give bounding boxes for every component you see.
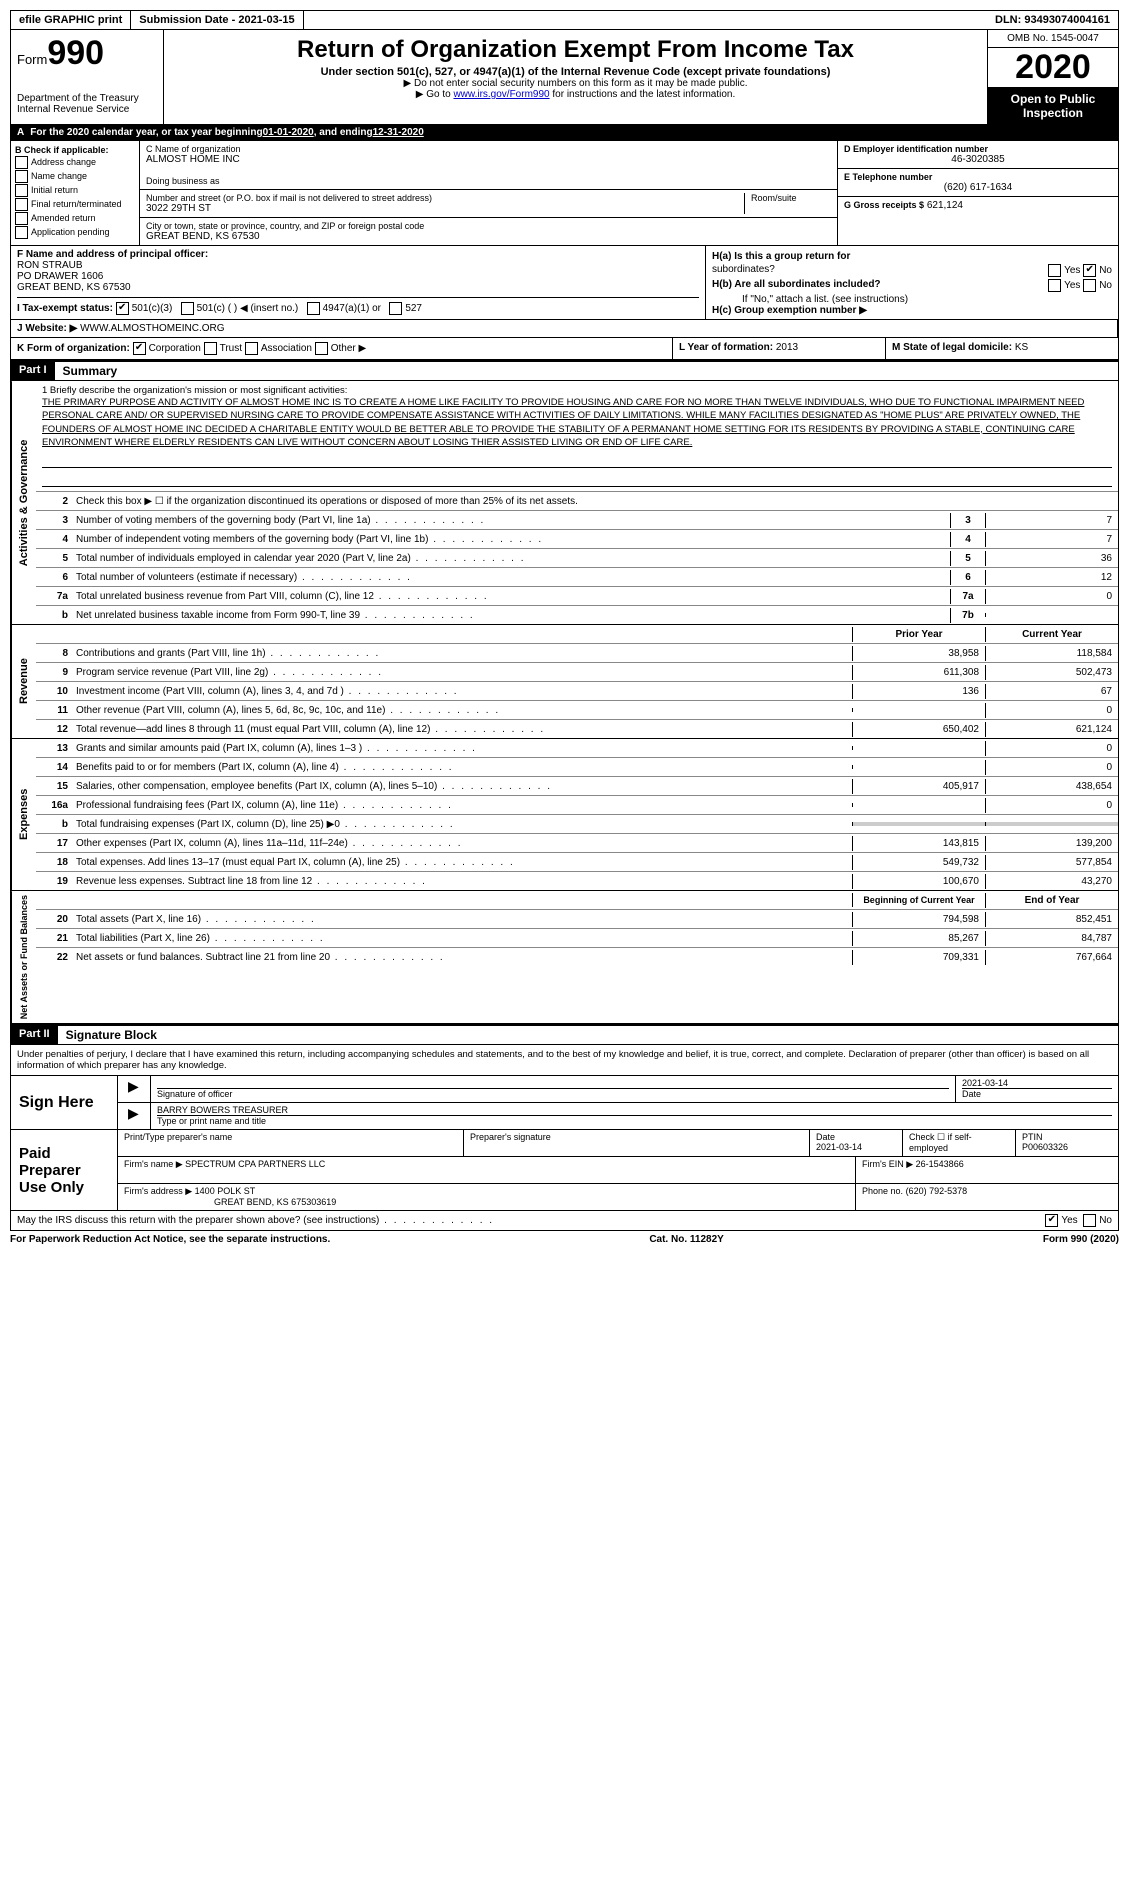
header-center: Return of Organization Exempt From Incom… (164, 30, 987, 124)
org-street: 3022 29TH ST (146, 203, 744, 214)
col-h: H(a) Is this a group return for subordin… (706, 246, 1118, 319)
row-i: I Tax-exempt status: 501(c)(3) 501(c) ( … (17, 297, 699, 315)
check-4947[interactable] (307, 302, 320, 315)
ein: 46-3020385 (844, 154, 1112, 165)
top-bar: efile GRAPHIC print Submission Date - 20… (10, 10, 1119, 30)
dept-treasury: Department of the Treasury Internal Reve… (17, 93, 157, 115)
table-row: bTotal fundraising expenses (Part IX, co… (36, 815, 1118, 834)
table-row: bNet unrelated business taxable income f… (36, 606, 1118, 624)
info-grid: B Check if applicable: Address change Na… (10, 141, 1119, 246)
gross-receipts: 621,124 (927, 200, 963, 211)
table-row: 3Number of voting members of the governi… (36, 511, 1118, 530)
hb-yes[interactable] (1048, 279, 1061, 292)
part2-header: Part II Signature Block (10, 1024, 1119, 1045)
check-corp[interactable] (133, 342, 146, 355)
table-row: 16aProfessional fundraising fees (Part I… (36, 796, 1118, 815)
table-row: 9Program service revenue (Part VIII, lin… (36, 663, 1118, 682)
activities-governance: Activities & Governance 1 Briefly descri… (10, 381, 1119, 625)
tax-year: 2020 (988, 48, 1118, 88)
check-501c[interactable] (181, 302, 194, 315)
check-trust[interactable] (204, 342, 217, 355)
col-d: D Employer identification number 46-3020… (838, 141, 1118, 245)
table-row: 5Total number of individuals employed in… (36, 549, 1118, 568)
net-assets-section: Net Assets or Fund Balances Beginning of… (10, 891, 1119, 1024)
table-row: 4Number of independent voting members of… (36, 530, 1118, 549)
inspection-notice: Open to Public Inspection (988, 88, 1118, 124)
revenue-header: Prior Year Current Year (36, 625, 1118, 644)
discuss-row: May the IRS discuss this return with the… (10, 1211, 1119, 1231)
org-city: GREAT BEND, KS 67530 (146, 231, 831, 242)
table-row: 22Net assets or fund balances. Subtract … (36, 948, 1118, 966)
ha-no[interactable] (1083, 264, 1096, 277)
dln: DLN: 93493074004161 (987, 11, 1118, 29)
form-label: Form (17, 52, 47, 67)
check-final[interactable]: Final return/terminated (15, 198, 135, 211)
discuss-yes[interactable] (1045, 1214, 1058, 1227)
table-row: 8Contributions and grants (Part VIII, li… (36, 644, 1118, 663)
irs-link[interactable]: www.irs.gov/Form990 (453, 89, 549, 100)
table-row: 10Investment income (Part VIII, column (… (36, 682, 1118, 701)
row-j: J Website: ▶ WWW.ALMOSTHOMEINC.ORG (10, 320, 1119, 338)
check-assoc[interactable] (245, 342, 258, 355)
mission: 1 Briefly describe the organization's mi… (36, 381, 1118, 492)
efile-label: efile GRAPHIC print (11, 11, 131, 29)
net-header: Beginning of Current Year End of Year (36, 891, 1118, 910)
footer: For Paperwork Reduction Act Notice, see … (10, 1231, 1119, 1248)
website: WWW.ALMOSTHOMEINC.ORG (80, 323, 224, 334)
signature-block: Under penalties of perjury, I declare th… (10, 1045, 1119, 1211)
side-rev: Revenue (11, 625, 36, 738)
check-amended[interactable]: Amended return (15, 212, 135, 225)
note-ssn: ▶ Do not enter social security numbers o… (170, 78, 981, 89)
table-row: 12Total revenue—add lines 8 through 11 (… (36, 720, 1118, 738)
phone: (620) 617-1634 (844, 182, 1112, 193)
ha-yes[interactable] (1048, 264, 1061, 277)
declaration: Under penalties of perjury, I declare th… (11, 1045, 1118, 1075)
table-row: 19Revenue less expenses. Subtract line 1… (36, 872, 1118, 890)
hb-no[interactable] (1083, 279, 1096, 292)
table-row: 21Total liabilities (Part X, line 26)85,… (36, 929, 1118, 948)
row-klm: K Form of organization: Corporation Trus… (10, 338, 1119, 360)
row-fh: F Name and address of principal officer:… (10, 246, 1119, 320)
form-header: Form990 Department of the Treasury Inter… (10, 30, 1119, 125)
col-f: F Name and address of principal officer:… (11, 246, 706, 319)
table-row: 11Other revenue (Part VIII, column (A), … (36, 701, 1118, 720)
check-501c3[interactable] (116, 302, 129, 315)
discuss-no[interactable] (1083, 1214, 1096, 1227)
header-left: Form990 Department of the Treasury Inter… (11, 30, 164, 124)
col-c: C Name of organization ALMOST HOME INC D… (140, 141, 838, 245)
revenue-section: Revenue Prior Year Current Year 8Contrib… (10, 625, 1119, 739)
table-row: 18Total expenses. Add lines 13–17 (must … (36, 853, 1118, 872)
form-subtitle: Under section 501(c), 527, or 4947(a)(1)… (170, 66, 981, 78)
form-number: 990 (47, 34, 104, 72)
note-link: ▶ Go to www.irs.gov/Form990 for instruct… (170, 89, 981, 100)
check-initial[interactable]: Initial return (15, 184, 135, 197)
table-row: 13Grants and similar amounts paid (Part … (36, 739, 1118, 758)
check-name[interactable]: Name change (15, 170, 135, 183)
sign-here-row: Sign Here ▶ Signature of officer 2021-03… (11, 1075, 1118, 1129)
table-row: 7aTotal unrelated business revenue from … (36, 587, 1118, 606)
table-row: 17Other expenses (Part IX, column (A), l… (36, 834, 1118, 853)
part1-header: Part I Summary (10, 360, 1119, 381)
expenses-section: Expenses 13Grants and similar amounts pa… (10, 739, 1119, 891)
side-ag: Activities & Governance (11, 381, 36, 624)
paid-preparer-row: Paid Preparer Use Only Print/Type prepar… (11, 1129, 1118, 1210)
table-row: 6Total number of volunteers (estimate if… (36, 568, 1118, 587)
table-row: 20Total assets (Part X, line 16)794,5988… (36, 910, 1118, 929)
table-row: 15Salaries, other compensation, employee… (36, 777, 1118, 796)
form-title: Return of Organization Exempt From Incom… (170, 36, 981, 64)
row-a: A For the 2020 calendar year, or tax yea… (10, 125, 1119, 141)
check-527[interactable] (389, 302, 402, 315)
org-name: ALMOST HOME INC (146, 154, 831, 165)
check-address[interactable]: Address change (15, 156, 135, 169)
side-net: Net Assets or Fund Balances (11, 891, 36, 1023)
omb-number: OMB No. 1545-0047 (988, 30, 1118, 48)
header-right: OMB No. 1545-0047 2020 Open to Public In… (987, 30, 1118, 124)
side-exp: Expenses (11, 739, 36, 890)
table-row: 14Benefits paid to or for members (Part … (36, 758, 1118, 777)
submission-date: Submission Date - 2021-03-15 (131, 11, 303, 29)
mission-text: THE PRIMARY PURPOSE AND ACTIVITY OF ALMO… (42, 396, 1112, 449)
check-other[interactable] (315, 342, 328, 355)
check-pending[interactable]: Application pending (15, 226, 135, 239)
col-b: B Check if applicable: Address change Na… (11, 141, 140, 245)
